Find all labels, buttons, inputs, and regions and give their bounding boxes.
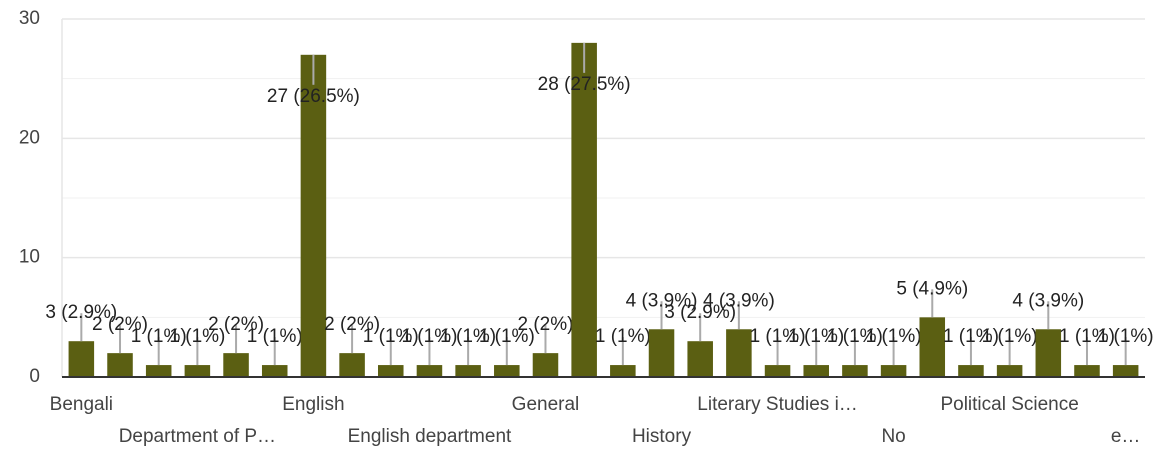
- data-label: 1 (1%): [440, 326, 496, 347]
- x-tick-label: e…: [1111, 426, 1141, 447]
- bar: [223, 353, 249, 377]
- data-label: 1 (1%): [827, 326, 883, 347]
- data-label: 1 (1%): [1059, 326, 1115, 347]
- bar: [378, 365, 404, 377]
- data-label: 1 (1%): [169, 326, 225, 347]
- data-label: 3 (2.9%): [664, 302, 736, 323]
- data-label: 1 (1%): [750, 326, 806, 347]
- x-tick-label: Bengali: [50, 394, 113, 415]
- bar: [339, 353, 365, 377]
- bar: [958, 365, 984, 377]
- bar: [648, 329, 675, 377]
- data-label: 1 (1%): [363, 326, 419, 347]
- bar: [919, 317, 946, 377]
- data-label: 2 (2%): [324, 314, 380, 335]
- data-label: 1 (1%): [982, 326, 1038, 347]
- x-tick-label: No: [881, 426, 905, 447]
- bar: [880, 365, 907, 377]
- data-label: 1 (1%): [943, 326, 999, 347]
- bar: [145, 365, 172, 377]
- y-tick-label: 10: [19, 247, 40, 268]
- bar: [532, 353, 559, 377]
- bar: [455, 365, 481, 377]
- bar: [68, 341, 95, 377]
- bar: [764, 365, 791, 377]
- data-label: 5 (4.9%): [896, 278, 968, 299]
- data-label: 4 (3.9%): [1012, 290, 1084, 311]
- x-tick-label: Literary Studies i…: [697, 394, 858, 415]
- x-tick-label: English department: [348, 426, 512, 447]
- x-tick-label: History: [632, 426, 692, 447]
- bar: [1112, 365, 1139, 377]
- x-tick-label: English: [282, 394, 344, 415]
- bar: [1035, 329, 1062, 377]
- bar: [842, 365, 868, 377]
- bar: [726, 329, 752, 377]
- bar: [996, 365, 1023, 377]
- bar: [184, 365, 211, 377]
- data-label: 27 (26.5%): [267, 86, 360, 107]
- data-label: 4 (3.9%): [703, 290, 775, 311]
- bar: [416, 365, 443, 377]
- bar: [107, 353, 133, 377]
- y-tick-label: 20: [19, 127, 40, 148]
- x-tick-label: Department of P…: [119, 426, 276, 447]
- bar: [261, 365, 288, 377]
- data-label: 2 (2%): [92, 314, 148, 335]
- bar: [803, 365, 829, 377]
- x-tick-label: General: [512, 394, 580, 415]
- bar: [494, 365, 520, 377]
- data-label: 1 (1%): [247, 326, 303, 347]
- data-label: 1 (1%): [866, 326, 922, 347]
- data-label: 1 (1%): [1098, 326, 1154, 347]
- data-label: 1 (1%): [401, 326, 457, 347]
- bar: [1074, 365, 1100, 377]
- data-label: 1 (1%): [595, 326, 651, 347]
- data-label: 28 (27.5%): [538, 74, 631, 95]
- data-label: 1 (1%): [131, 326, 187, 347]
- bar: [687, 341, 713, 377]
- y-tick-label: 0: [29, 366, 40, 387]
- bar: [300, 54, 327, 378]
- data-label: 2 (2%): [517, 314, 573, 335]
- data-label: 4 (3.9%): [626, 290, 698, 311]
- x-tick-label: Political Science: [940, 394, 1078, 415]
- bar: [571, 42, 597, 377]
- data-label: 3 (2.9%): [45, 302, 117, 323]
- data-label: 1 (1%): [788, 326, 844, 347]
- data-label: 2 (2%): [208, 314, 264, 335]
- y-tick-label: 30: [19, 8, 40, 29]
- bar: [610, 365, 636, 377]
- data-label: 1 (1%): [479, 326, 535, 347]
